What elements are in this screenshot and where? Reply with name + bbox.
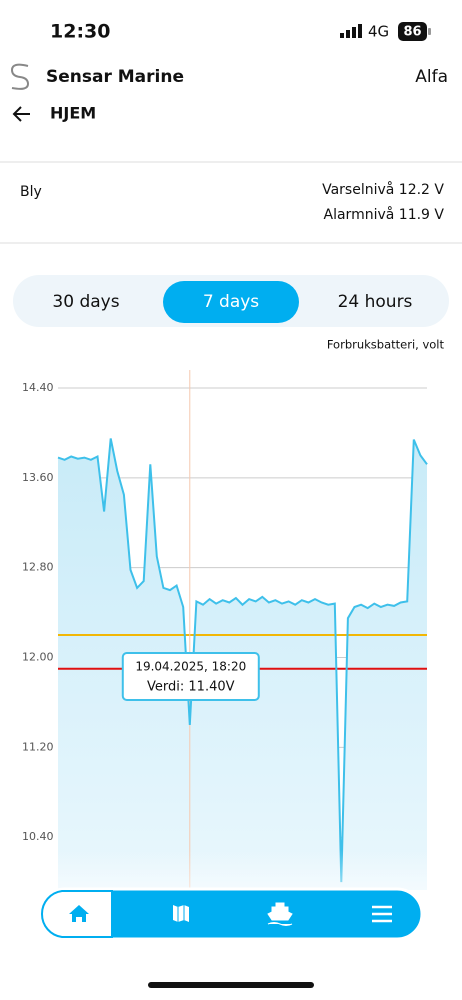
warning-level: Varselnivå 12.2 V — [322, 181, 444, 198]
vessel-name[interactable]: Alfa — [415, 67, 448, 87]
tab[interactable]: 7 days — [203, 292, 259, 312]
nav-menu[interactable] — [372, 905, 392, 923]
y-tick-label: 12.80 — [22, 561, 54, 574]
home-indicator — [148, 982, 314, 988]
back-label[interactable]: HJEM — [50, 104, 96, 123]
brand-logo — [10, 63, 30, 90]
nav-map[interactable] — [173, 905, 189, 922]
battery-type: Bly — [20, 184, 42, 200]
y-tick-label: 11.20 — [22, 740, 54, 753]
tab-active-bg[interactable] — [163, 281, 299, 323]
tooltip-date: 19.04.2025, 18:20 — [135, 660, 246, 674]
back-button[interactable]: HJEM — [12, 104, 96, 123]
tooltip-box — [121, 652, 260, 701]
battery-level: 86 — [403, 25, 421, 40]
nav-home[interactable] — [69, 905, 89, 922]
tab[interactable]: 24 hours — [338, 292, 413, 312]
signal-icon — [340, 24, 362, 38]
network-type: 4G — [368, 23, 389, 41]
y-tick-label: 10.40 — [22, 830, 54, 843]
nav-boat[interactable] — [267, 902, 293, 926]
nav-bar — [38, 887, 424, 941]
y-tick-label: 14.40 — [22, 381, 54, 394]
battery-cap — [428, 28, 431, 35]
line — [57, 438, 428, 883]
tooltip-value: Verdi: 11.40V — [147, 680, 235, 695]
brand-name: Sensar Marine — [46, 67, 184, 87]
status-time: 12:30 — [50, 21, 110, 43]
battery-icon — [398, 22, 427, 41]
tab[interactable]: 30 days — [52, 292, 119, 312]
y-tick-label: 12.00 — [22, 651, 54, 664]
y-axis-label: Forbruksbatteri, volt — [327, 338, 445, 352]
alarm-level: Alarmnivå 11.9 V — [324, 206, 445, 223]
y-tick-label: 13.60 — [22, 471, 54, 484]
